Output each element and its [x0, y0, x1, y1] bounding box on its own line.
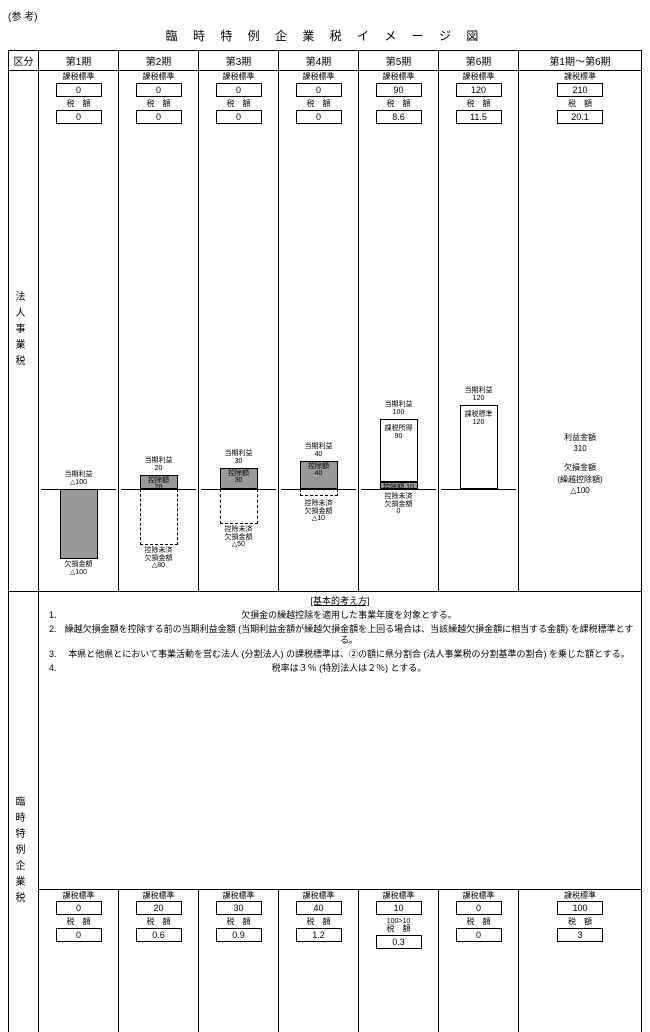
cell-r2-total: 課税標準100 税 額3: [519, 889, 642, 1032]
chart-total-labels: 利益金額310 欠損金額(繰越控除額)△100: [519, 337, 642, 592]
cell-r1-p4: 課税標準0 税 額0: [279, 71, 359, 338]
header-p1: 第1期: [39, 51, 119, 71]
chart-area: 控除額40控除未済欠損金額△10当期利益40: [281, 339, 356, 589]
note-item: 欠損金の繰越控除を適用した事業年度を対象とする。: [59, 610, 639, 622]
chart-area: 控除額20控除未済欠損金額△80当期利益20: [121, 339, 196, 589]
header-p6: 第6期: [439, 51, 519, 71]
chart-row: 欠損金額△100当期利益△100 控除額20控除未済欠損金額△80当期利益20 …: [9, 337, 642, 592]
notes-cell: [基本的考え方] 欠損金の繰越控除を適用した事業年度を対象とする。 繰越欠損金額…: [39, 592, 642, 890]
header-p2: 第2期: [119, 51, 199, 71]
side-label-2: 臨時特例企業税: [9, 592, 39, 1032]
header-p3: 第3期: [199, 51, 279, 71]
cell-r2-p5: 課税標準10 100>10 税 額0.3: [359, 889, 439, 1032]
header-kubun: 区分: [9, 51, 39, 71]
side-label-1: 法人事業税: [9, 71, 39, 592]
chart-area: 控除額30控除未済欠損金額△50当期利益30: [201, 339, 276, 589]
reference-label: (参 考): [8, 8, 642, 23]
cell-r2-p6: 課税標準0 税 額0: [439, 889, 519, 1032]
cell-r1-p6: 課税標準120 税 額11.5: [439, 71, 519, 338]
cell-r2-p4: 課税標準40 税 額1.2: [279, 889, 359, 1032]
page-title: 臨 時 特 例 企 業 税 イ メ ー ジ 図: [8, 27, 642, 44]
cell-r1-total: 課税標準210 税 額20.1: [519, 71, 642, 338]
cell-r1-p1: 課税標準0 税 額0: [39, 71, 119, 338]
notes-title: [基本的考え方]: [41, 594, 639, 607]
chart-area: 当期利益120課税標準120: [441, 339, 516, 589]
cell-r2-p2: 課税標準20 税 額0.6: [119, 889, 199, 1032]
chart-area: 欠損金額△100当期利益△100: [41, 339, 116, 589]
header-total: 第1期～第6期: [519, 51, 642, 71]
cell-r1-p3: 課税標準0 税 額0: [199, 71, 279, 338]
note-item: 税率は３％ (特別法人は２％) とする。: [59, 663, 639, 675]
cell-r1-p5: 課税標準90 税 額8.6: [359, 71, 439, 338]
note-item: 本県と他県とにおいて事業活動を営む法人 (分割法人) の課税標準は、②の額に県分…: [59, 649, 639, 661]
cell-r2-p1: 課税標準0 税 額0: [39, 889, 119, 1032]
cell-r1-p2: 課税標準0 税 額0: [119, 71, 199, 338]
header-p5: 第5期: [359, 51, 439, 71]
header-p4: 第4期: [279, 51, 359, 71]
main-table: 区分 第1期 第2期 第3期 第4期 第5期 第6期 第1期～第6期 法人事業税…: [8, 50, 642, 1032]
chart-area: 控除額 10控除未済欠損金額0当期利益100課税所得90: [361, 339, 436, 589]
cell-r2-p3: 課税標準30 税 額0.9: [199, 889, 279, 1032]
note-item: 繰越欠損金額を控除する前の当期利益金額 (当期利益金額が繰越欠損金額を上回る場合…: [59, 624, 639, 647]
